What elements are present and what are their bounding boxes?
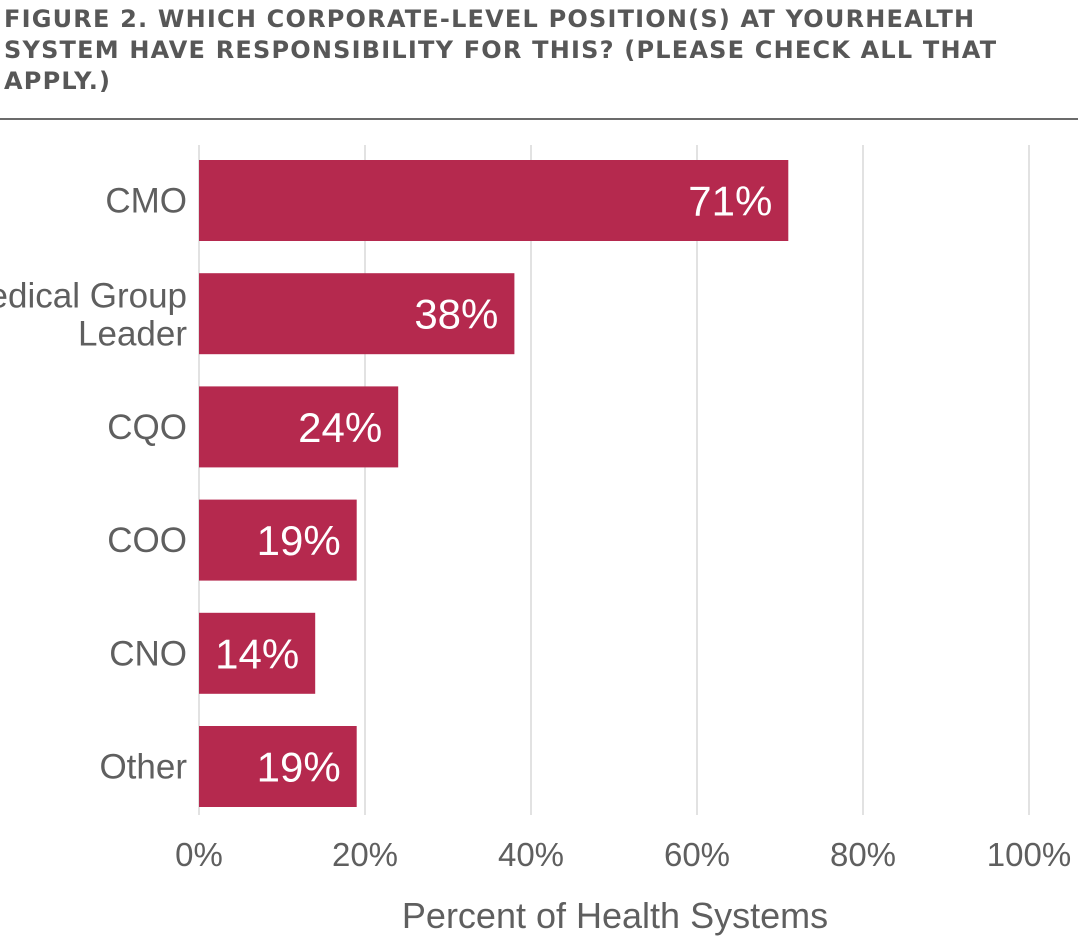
chart-title: Figure 2. Which corporate-level position… [4, 5, 998, 95]
bar [199, 612, 316, 694]
category-label: CMO [105, 182, 187, 221]
category-label: COO [107, 521, 187, 560]
bar [199, 386, 399, 468]
x-tick-label: 100% [987, 836, 1071, 873]
bar-value-label: 19% [257, 517, 341, 564]
bar [199, 499, 357, 581]
x-axis-title: Percent of Health Systems [402, 895, 828, 936]
bar-value-label: 14% [215, 630, 299, 677]
category-label: CQO [107, 408, 187, 447]
x-tick-label: 0% [175, 836, 223, 873]
bar-value-label: 19% [257, 744, 341, 791]
x-tick-labels: 0% 20% 40% 60% 80% 100% [175, 836, 1071, 873]
bar-value-label: 24% [298, 404, 382, 451]
bar-value-label: 38% [414, 291, 498, 338]
x-tick-label: 20% [332, 836, 398, 873]
bars: 71% 38% 24% 19% 14% 19% [199, 160, 789, 807]
bar [199, 273, 515, 355]
bar [199, 726, 357, 807]
category-label: Other [99, 748, 187, 787]
x-tick-label: 80% [830, 836, 896, 873]
title-divider [0, 118, 1078, 120]
x-tick-label: 60% [664, 836, 730, 873]
category-label: CNO [109, 634, 187, 673]
bar-value-label: 71% [688, 178, 772, 225]
bar [199, 160, 789, 241]
x-tick-label: 40% [498, 836, 564, 873]
gridlines [198, 145, 1030, 815]
